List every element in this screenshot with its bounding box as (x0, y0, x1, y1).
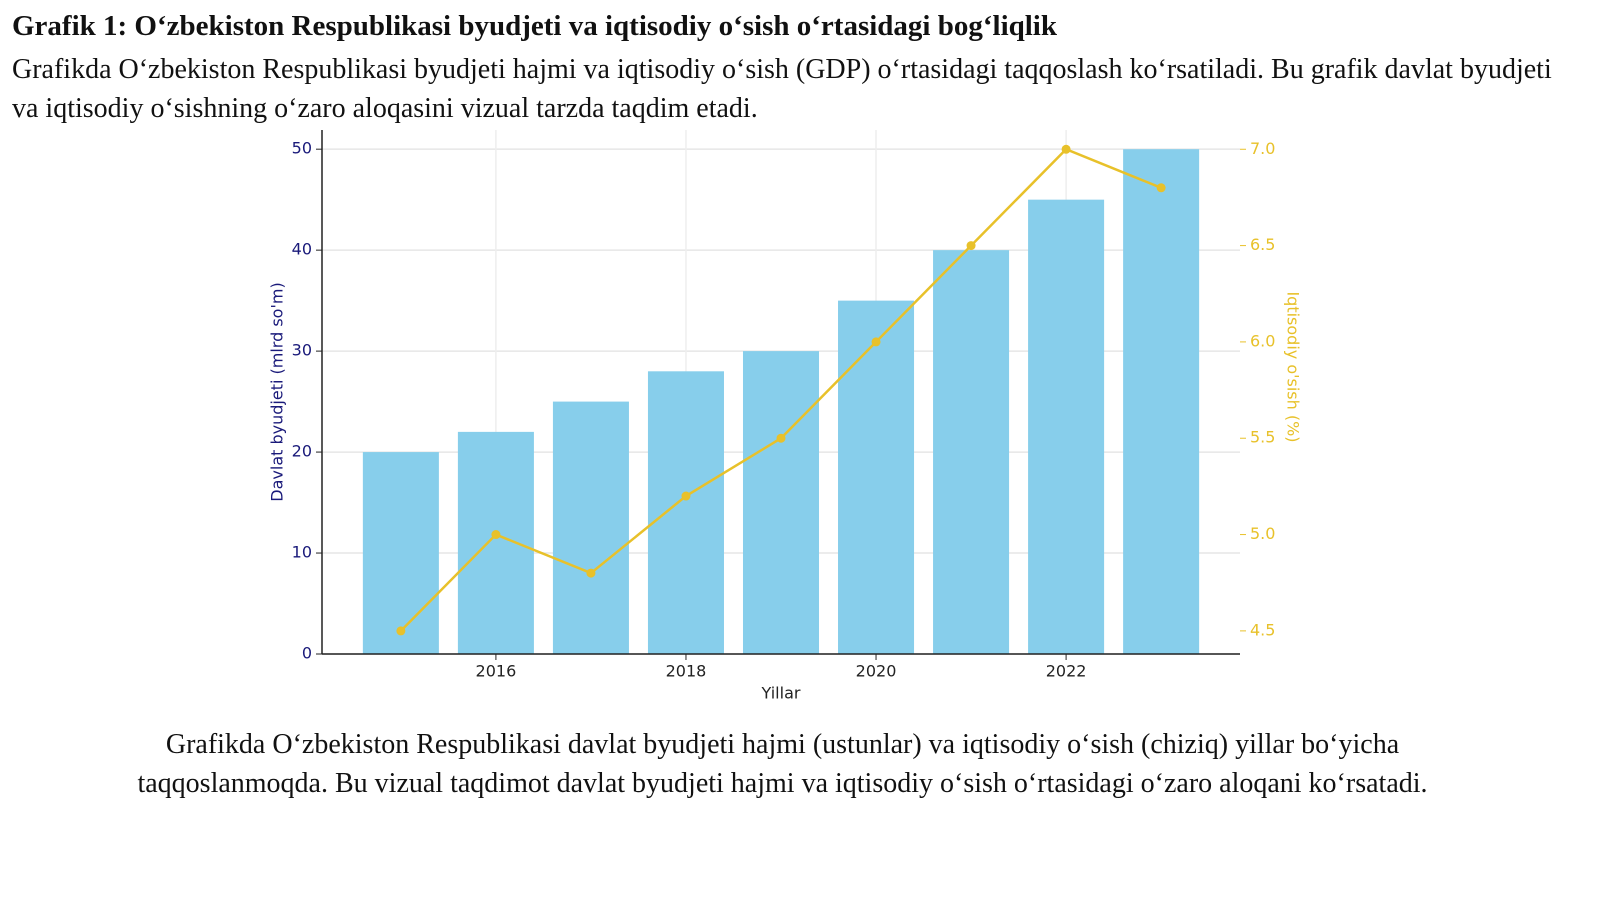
point (681, 491, 691, 501)
bar (742, 351, 820, 654)
bar (838, 300, 915, 654)
x-tick-label: 2018 (666, 662, 707, 681)
y-axis-label: Davlat byudjeti (mlrd so'm) (268, 282, 287, 501)
y-tick-label: 20 (292, 442, 312, 461)
bar (1123, 149, 1200, 654)
point (1061, 144, 1071, 154)
bar (362, 452, 439, 654)
y-tick-label: 30 (292, 341, 312, 360)
point (396, 626, 406, 636)
x-tick-label: 2016 (476, 662, 517, 681)
chart: 0 10 20 30 40 50 2016 2018 2020 2022 4.5 5.0 5.5 6.0 6… (268, 130, 1303, 703)
bar (457, 431, 534, 654)
point (776, 433, 786, 443)
point (871, 337, 881, 347)
y2-tick-label: 4.5 (1250, 620, 1275, 639)
y-tick-label: 40 (292, 240, 312, 259)
bar (933, 250, 1010, 655)
point (966, 241, 976, 251)
intro-text: Grafikda O‘zbekiston Respublikasi byudje… (12, 54, 1552, 124)
y-tick-label: 0 (302, 644, 312, 663)
y2-tick-label: 6.0 (1250, 331, 1275, 350)
point (586, 568, 596, 578)
y2-tick-label: 7.0 (1250, 139, 1275, 158)
y2-axis-label: Iqtisodiy o'sish (%) (1284, 291, 1303, 442)
bar (552, 401, 629, 654)
point (1156, 183, 1166, 193)
caption: Grafikda O‘zbekiston Respublikasi davlat… (137, 729, 1428, 799)
x-tick-label: 2020 (856, 662, 897, 681)
bar (647, 371, 724, 654)
y-tick-label: 50 (292, 139, 312, 158)
x-axis-label: Yillar (761, 684, 801, 703)
y-tick-label: 10 (292, 543, 312, 562)
title: Grafik 1: O‘zbekiston Respublikasi byudj… (12, 10, 1057, 42)
y2-tick-label: 5.5 (1250, 428, 1275, 447)
x-tick-label: 2022 (1046, 662, 1087, 681)
y2-tick-label: 6.5 (1250, 235, 1275, 254)
y2-tick-label: 5.0 (1250, 524, 1275, 543)
bar (1028, 199, 1105, 654)
point (491, 530, 501, 540)
